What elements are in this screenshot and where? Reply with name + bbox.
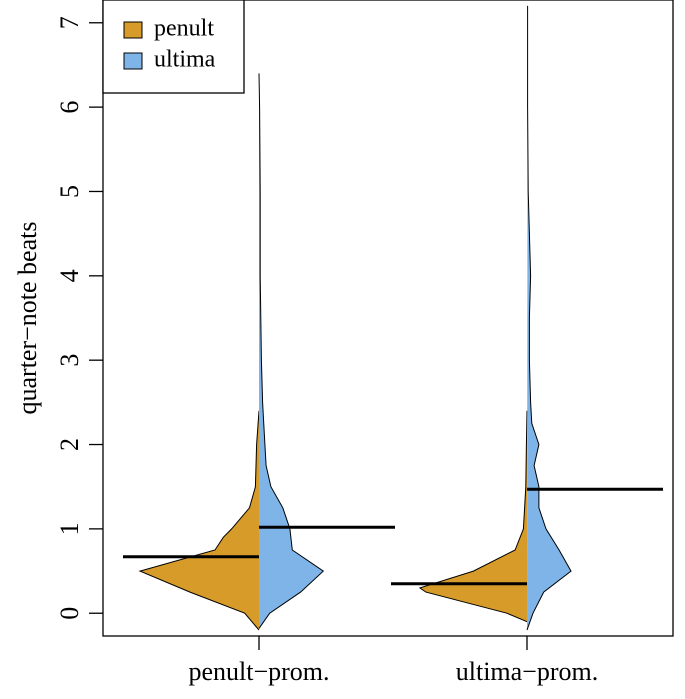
y-tick-label: 7	[55, 16, 84, 29]
y-tick-label: 5	[55, 185, 84, 198]
legend-swatch	[123, 21, 143, 39]
violin-half	[418, 410, 528, 623]
violin-half	[526, 5, 572, 631]
y-tick-label: 1	[55, 522, 84, 535]
legend-swatch	[123, 52, 143, 70]
x-tick-label: ultima−prom.	[456, 657, 598, 686]
y-tick-label: 3	[55, 354, 84, 367]
plot-frame	[102, 0, 674, 637]
x-tick-label: penult−prom.	[188, 657, 329, 686]
legend-label: penult	[154, 16, 214, 42]
y-axis-title: quarter−note beats	[13, 222, 42, 415]
violin-half	[138, 410, 260, 631]
y-tick-label: 2	[55, 438, 84, 451]
violin-half	[258, 73, 325, 629]
y-tick-label: 0	[55, 607, 84, 620]
legend-box	[102, 0, 245, 94]
y-tick-label: 4	[55, 269, 84, 282]
y-tick-label: 6	[55, 101, 84, 114]
legend-label: ultima	[154, 47, 216, 73]
